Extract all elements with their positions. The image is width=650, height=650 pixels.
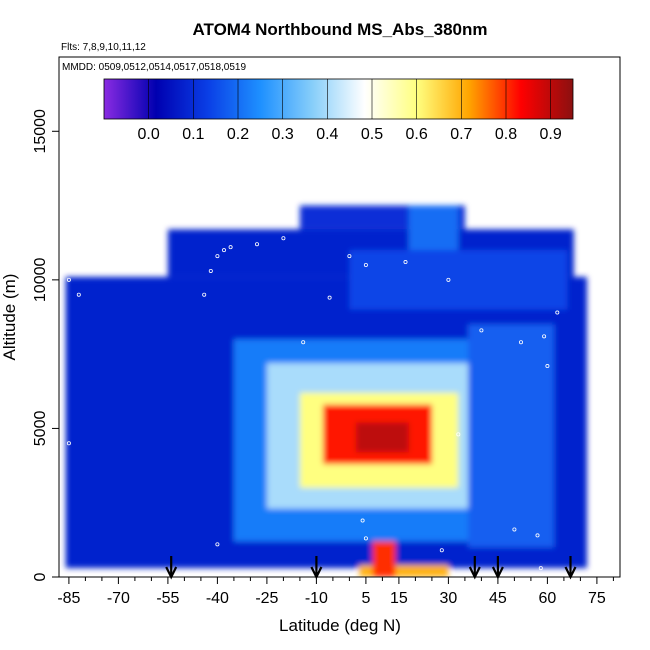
flight-point — [456, 432, 461, 437]
x-tick-label: 30 — [440, 590, 458, 607]
colorbar-tick-label: 0.7 — [450, 126, 472, 143]
flight-point — [221, 248, 226, 253]
plot-frame — [58, 56, 621, 578]
dates-subtitle: MMDD: 0509,0512,0514,0517,0518,0519 — [62, 62, 246, 73]
y-tick-label: 5000 — [32, 411, 49, 447]
flight-point — [581, 242, 586, 247]
colorbar-tick-label: 0.4 — [316, 126, 338, 143]
flight-point — [449, 191, 454, 196]
x-tick-label: 15 — [390, 590, 408, 607]
flight-point — [403, 260, 408, 265]
x-tick-label: -85 — [57, 590, 80, 607]
chart-title: ATOM4 Northbound MS_Abs_380nm — [192, 20, 487, 39]
flight-arrow-icon — [310, 556, 323, 580]
flights-subtitle: Flts: 7,8,9,10,11,12 — [61, 42, 146, 53]
heatmap-region-east-column — [468, 324, 554, 548]
heatmap-region-hot-core — [356, 422, 409, 453]
plot-area — [65, 191, 588, 577]
flight-point — [555, 310, 560, 315]
flight-point — [519, 340, 524, 345]
heatmap-region-upper-band-east — [349, 250, 568, 310]
x-tick-label: -40 — [206, 590, 229, 607]
y-axis: 0 5000 10000 15000 — [32, 109, 59, 581]
x-tick-label: -10 — [305, 590, 328, 607]
flight-arrow-icon — [165, 556, 178, 580]
x-tick-label: 75 — [588, 590, 606, 607]
flight-point — [347, 254, 352, 259]
x-tick-label: -25 — [255, 590, 278, 607]
x-tick-label: 5 — [361, 590, 370, 607]
flight-point — [202, 292, 207, 297]
colorbar: 0.0 0.1 0.2 0.3 0.4 0.5 0.6 0.7 0.8 0.9 — [103, 78, 574, 143]
flight-point — [142, 239, 147, 244]
flight-track-points — [66, 191, 586, 577]
flight-point — [281, 236, 286, 241]
colorbar-tick-label: 0.6 — [406, 126, 428, 143]
colorbar-tick-label: 0.8 — [495, 126, 517, 143]
flight-point — [76, 292, 81, 297]
heatmap-region-high-cap-core — [408, 205, 459, 251]
flight-point — [208, 268, 213, 273]
flight-point — [545, 364, 550, 369]
x-axis: -85 -70 -55 -40 -25 -10 5 15 30 45 60 75 — [57, 577, 614, 607]
flight-point — [327, 295, 332, 300]
flight-point — [363, 262, 368, 267]
flight-point — [439, 548, 444, 553]
colorbar-tick-label: 0.0 — [138, 126, 160, 143]
flight-arrow-icon — [491, 556, 504, 580]
flight-point — [129, 254, 134, 259]
flight-point — [360, 518, 365, 523]
flight-point — [254, 242, 259, 247]
colorbar-bar — [103, 78, 574, 120]
flight-point — [301, 340, 306, 345]
colorbar-tick-label: 0.3 — [272, 126, 294, 143]
flight-point — [538, 566, 543, 571]
flight-point — [363, 536, 368, 541]
flight-point — [215, 254, 220, 259]
flight-point — [66, 277, 71, 282]
flight-point — [479, 328, 484, 333]
x-axis-label: Latitude (deg N) — [279, 616, 401, 635]
flight-arrow-icon — [468, 556, 481, 580]
colorbar-ticks: 0.0 0.1 0.2 0.3 0.4 0.5 0.6 0.7 0.8 0.9 — [138, 79, 562, 143]
flight-point — [215, 542, 220, 547]
flight-point — [446, 277, 451, 282]
x-tick-label: -55 — [156, 590, 179, 607]
heatmap-field — [65, 205, 588, 577]
y-tick-label: 15000 — [32, 109, 49, 154]
y-axis-label: Altitude (m) — [0, 274, 19, 361]
heatmap-region-surface-streak — [359, 565, 449, 577]
x-tick-label: -70 — [107, 590, 130, 607]
flight-point — [512, 527, 517, 532]
x-tick-label: 45 — [489, 590, 507, 607]
x-tick-label: 60 — [539, 590, 557, 607]
flight-point — [228, 245, 233, 250]
flight-arrow-icon — [564, 556, 577, 580]
colorbar-tick-label: 0.1 — [182, 126, 204, 143]
flight-point — [542, 334, 547, 339]
y-tick-label: 0 — [32, 572, 49, 581]
y-tick-label: 10000 — [32, 258, 49, 303]
colorbar-tick-label: 0.9 — [540, 126, 562, 143]
flight-point — [535, 533, 540, 538]
colorbar-tick-label: 0.2 — [227, 126, 249, 143]
flight-arrows — [165, 556, 577, 580]
colorbar-tick-label: 0.5 — [361, 126, 383, 143]
flight-point — [66, 441, 71, 446]
heatmap-region-surface-hot — [372, 541, 396, 577]
